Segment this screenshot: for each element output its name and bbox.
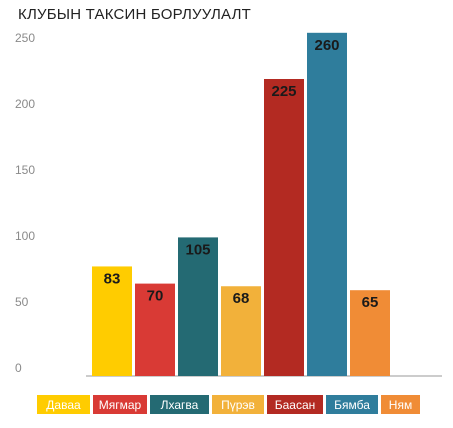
data-label: 260	[314, 37, 339, 54]
data-label: 83	[104, 270, 121, 287]
legend-label: Бямба	[334, 398, 370, 412]
legend-label: Лхагва	[161, 398, 199, 412]
chart-title: КЛУБЫН ТАКСИН БОРЛУУЛАЛТ	[18, 6, 251, 23]
data-label: 65	[362, 294, 379, 311]
legend-label: Даваа	[46, 398, 81, 412]
legend-label: Баасан	[275, 398, 316, 412]
bar	[135, 283, 175, 376]
legend-swatch	[381, 395, 420, 414]
legend-swatch	[93, 395, 147, 414]
y-tick-label: 250	[15, 31, 35, 45]
legend-swatch	[150, 395, 209, 414]
legend-item: Баасан	[267, 395, 323, 414]
legend-item: Пүрэв	[212, 395, 264, 414]
bar	[350, 290, 390, 376]
data-label: 105	[185, 241, 210, 258]
legend-item: Мягмар	[93, 395, 147, 414]
y-tick-label: 50	[15, 295, 29, 309]
legend-item: Лхагва	[150, 395, 209, 414]
y-axis-ticks: 0 50 100 150 200 250	[15, 31, 35, 375]
legend-label: Ням	[389, 398, 412, 412]
legend-swatch	[326, 395, 378, 414]
bar	[178, 237, 218, 376]
bar	[92, 266, 132, 376]
y-tick-label: 200	[15, 97, 35, 111]
data-label: 70	[147, 288, 164, 305]
legend-item: Ням	[381, 395, 420, 414]
legend-swatch	[267, 395, 323, 414]
legend-label: Пүрэв	[221, 398, 255, 412]
legend-item: Бямба	[326, 395, 378, 414]
y-tick-label: 100	[15, 229, 35, 243]
y-tick-label: 0	[15, 361, 22, 375]
legend-item: Даваа	[37, 395, 90, 414]
legend-swatch	[212, 395, 264, 414]
data-label: 68	[233, 290, 250, 307]
bars	[92, 32, 390, 377]
bar	[221, 286, 261, 376]
legend-label: Мягмар	[99, 398, 142, 412]
bar	[307, 32, 347, 377]
bar	[264, 79, 304, 376]
y-tick-label: 150	[15, 163, 35, 177]
legend: Даваа Мягмар Лхагва Пүрэв Баасан Бямба Ням	[37, 395, 420, 414]
data-labels: 83 70 105 68 225 260 65	[104, 37, 379, 311]
data-label: 225	[271, 83, 296, 100]
legend-swatch	[37, 395, 90, 414]
